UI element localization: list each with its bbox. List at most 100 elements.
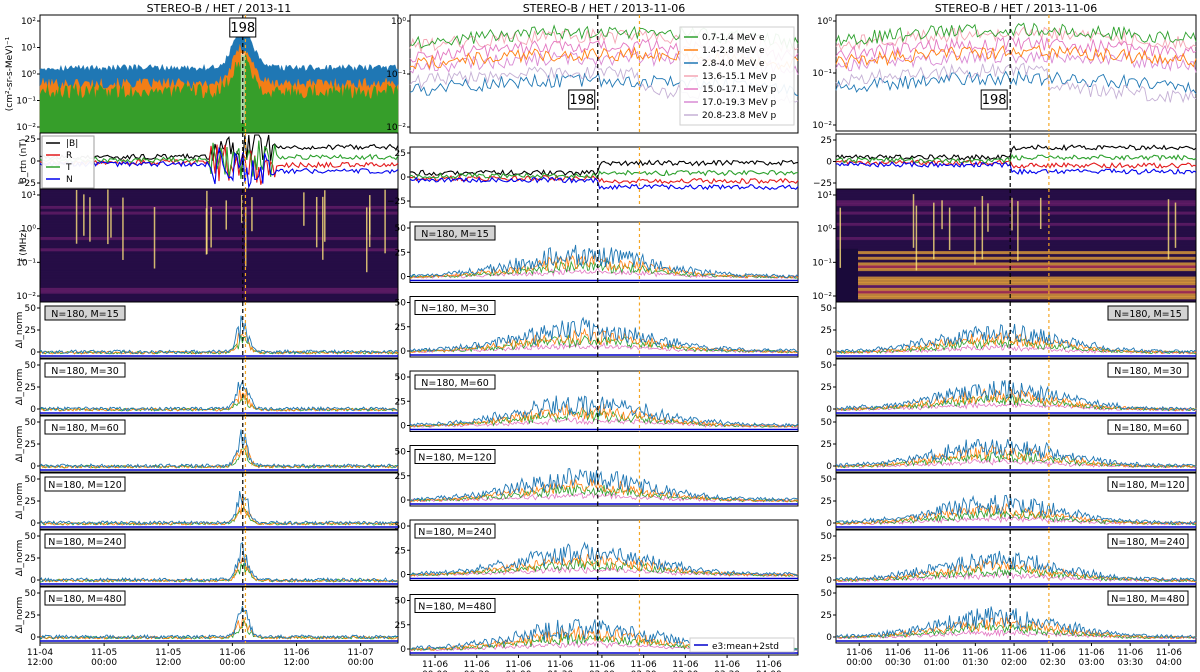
magnetic-ylabel: B_rtn (nT) xyxy=(19,139,29,184)
radio-burst xyxy=(1017,201,1019,262)
y-tick-label: 0 xyxy=(30,348,36,358)
radio-band xyxy=(858,270,1196,275)
x-tick-date: 11-06 xyxy=(962,648,988,658)
x-tick-time: 02:30 xyxy=(1040,658,1066,668)
series-line xyxy=(835,550,1197,582)
radio-band xyxy=(40,217,398,221)
y-tick-label: 50 xyxy=(395,448,407,458)
radio-burst xyxy=(225,200,228,230)
series-line xyxy=(409,478,799,503)
y-tick-label: 25 xyxy=(821,136,832,146)
intensity-ylabel: (cm²-sr-s-MeV)⁻¹ xyxy=(5,36,15,111)
y-tick-label: 50 xyxy=(395,522,407,532)
radio-band xyxy=(858,299,1196,303)
x-tick-date: 11-05 xyxy=(91,648,117,658)
radio-band xyxy=(858,290,1196,295)
event-label-box xyxy=(229,17,257,38)
dI-label-box xyxy=(44,419,126,435)
magnetic-series xyxy=(409,176,799,191)
y-tick-label: 50 xyxy=(821,532,833,542)
radio-band xyxy=(40,242,398,246)
radio-burst xyxy=(941,200,943,230)
dI-ylabel: ΔI_norm xyxy=(15,426,25,463)
x-tick-date: 11-06 xyxy=(672,660,698,670)
radio-band xyxy=(836,217,1196,221)
column-title: STEREO-B / HET / 2013-11 xyxy=(147,2,292,15)
radio-band xyxy=(836,228,1196,232)
radio-burst xyxy=(933,202,935,260)
y-tick-label: 10⁻² xyxy=(16,123,36,133)
y-tick-label: 10⁰ xyxy=(817,225,832,235)
radio-band xyxy=(858,253,1196,258)
legend-entry: 13.6-15.1 MeV p xyxy=(702,72,777,82)
radio-band xyxy=(858,287,1196,292)
series-line xyxy=(409,316,799,353)
x-tick-time: 02:30 xyxy=(631,670,657,672)
radio-burst xyxy=(107,189,109,245)
radio-band xyxy=(40,290,398,295)
x-tick-time: 00:30 xyxy=(464,670,490,672)
series-line xyxy=(409,254,799,279)
y-tick-label: 10⁻² xyxy=(812,121,832,131)
y-tick-label: 50 xyxy=(395,373,407,383)
radio-band xyxy=(40,259,398,263)
dI-panel-label: N=180, M=480 xyxy=(48,594,122,605)
radio-burst xyxy=(315,196,318,248)
radio-band xyxy=(836,191,1196,196)
radio-band xyxy=(40,268,398,272)
dI-ylabel: ΔI_norm xyxy=(15,540,25,577)
y-tick-label: 0 xyxy=(400,347,406,357)
series-line xyxy=(835,606,1197,639)
legend-entry: |B| xyxy=(66,139,78,149)
dI-panel-label: N=180, M=480 xyxy=(1111,594,1185,605)
y-tick-label: 10⁻¹ xyxy=(16,258,36,268)
y-tick-label: 0 xyxy=(30,462,36,472)
y-tick-label: 10¹ xyxy=(21,191,36,201)
legend-entry: e3:mean+2std xyxy=(712,642,779,652)
radio-band xyxy=(40,200,398,204)
x-tick-date: 11-06 xyxy=(464,660,490,670)
y-tick-label: 25 xyxy=(395,472,406,482)
radio-band xyxy=(40,251,398,255)
x-tick-date: 11-06 xyxy=(1078,648,1104,658)
radio-band xyxy=(40,262,398,266)
y-tick-label: 50 xyxy=(25,532,37,542)
y-tick-label: 0 xyxy=(826,519,832,529)
y-tick-label: 10¹ xyxy=(817,191,832,201)
y-tick-label: 50 xyxy=(821,418,833,428)
dI-panel-label: N=180, M=15 xyxy=(421,229,488,240)
x-tick-date: 11-06 xyxy=(283,648,309,658)
series-line xyxy=(835,572,1197,583)
radio-band xyxy=(40,197,398,201)
x-tick-date: 11-06 xyxy=(756,660,782,670)
radio-band xyxy=(40,279,398,283)
column-2: STEREO-B / HET / 2013-11-06 10⁰ 10⁻¹ 10⁻² 19… xyxy=(386,2,799,672)
dI-label-box xyxy=(414,523,496,539)
y-tick-label: 50 xyxy=(821,589,833,599)
y-tick-label: 25 xyxy=(821,554,832,564)
y-tick-label: 10⁰ xyxy=(817,17,832,27)
radio-band xyxy=(40,296,398,300)
x-tick-time: 02:00 xyxy=(1001,658,1027,668)
dI-panel-label: N=180, M=240 xyxy=(418,527,492,538)
x-tick-date: 11-06 xyxy=(1156,648,1182,658)
radio-burst xyxy=(384,189,386,254)
dI-label-box xyxy=(1107,476,1189,492)
dI-label-box xyxy=(414,300,496,315)
intensity-band xyxy=(39,54,399,134)
y-tick-label: 0 xyxy=(30,157,36,167)
x-tick-time: 01:00 xyxy=(506,670,532,672)
series-line xyxy=(835,444,1197,469)
legend-entry: N xyxy=(66,175,73,185)
radio-band xyxy=(858,273,1196,278)
dI-panel-label: N=180, M=120 xyxy=(418,453,492,464)
radio-band xyxy=(836,194,1196,198)
x-tick-time: 12:00 xyxy=(27,658,53,668)
event-label: 198 xyxy=(230,21,255,36)
x-tick-time: 02:00 xyxy=(589,670,615,672)
radio-band xyxy=(858,276,1196,280)
y-tick-label: 0 xyxy=(30,519,36,529)
x-tick-date: 11-07 xyxy=(348,648,374,658)
radio-band xyxy=(836,189,1196,193)
radio-band xyxy=(858,262,1196,266)
